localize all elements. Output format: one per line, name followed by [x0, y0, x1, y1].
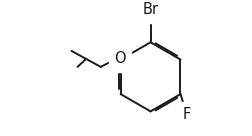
Text: Br: Br	[143, 2, 159, 17]
Text: F: F	[183, 107, 191, 122]
Text: O: O	[114, 51, 126, 66]
